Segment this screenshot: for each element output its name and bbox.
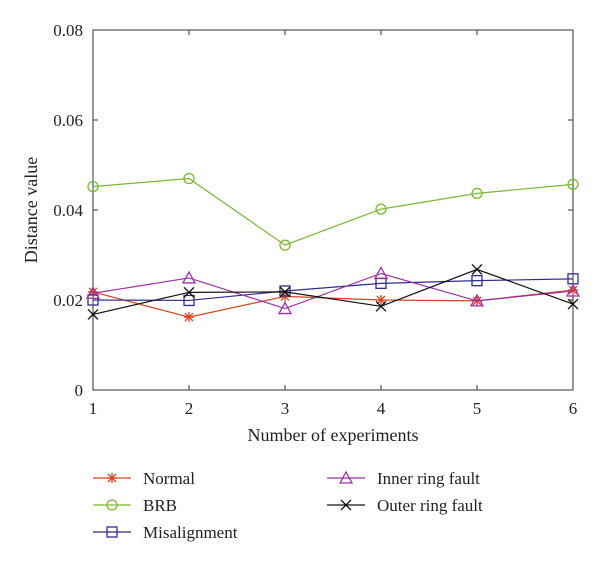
legend: Normal BRB Misalignment Inner ring fault Out… <box>93 469 483 542</box>
data-point <box>106 499 118 511</box>
data-point-stroke <box>183 286 195 298</box>
data-point-stroke <box>375 300 387 312</box>
data-point <box>471 187 483 200</box>
data-point <box>183 286 195 298</box>
y-tick-label: 0 <box>75 381 84 400</box>
data-point <box>277 301 293 315</box>
x-tick-label: 4 <box>377 399 386 418</box>
data-point <box>107 473 117 483</box>
axis-tick-labels: 1 2 3 4 5 6 0 0.02 0.04 0.06 0.08 <box>53 21 577 418</box>
data-point-stroke <box>567 298 579 310</box>
data-point <box>567 298 579 310</box>
series-brb <box>87 172 579 251</box>
data-point <box>471 263 483 275</box>
data-point-stroke <box>471 263 483 275</box>
data-point-stroke <box>340 499 352 511</box>
series-inner-ring-fault <box>85 266 581 315</box>
data-point <box>567 178 579 191</box>
data-point-stroke <box>376 295 386 305</box>
data-point-stroke <box>568 285 578 295</box>
data-point <box>183 172 195 185</box>
data-point <box>376 295 386 305</box>
data-point <box>375 203 387 215</box>
x-tick-label: 3 <box>281 399 290 418</box>
series-line <box>92 272 574 310</box>
data-point <box>340 499 352 511</box>
data-point <box>87 180 99 193</box>
data-point <box>279 285 291 297</box>
data-point <box>375 300 387 312</box>
data-point <box>279 286 291 298</box>
legend-item: Misalignment <box>93 523 238 542</box>
y-tick-label: 0.04 <box>53 201 83 220</box>
series-line <box>92 289 574 318</box>
y-axis-title: Distance value <box>21 157 41 263</box>
data-point <box>565 283 581 297</box>
data-point <box>85 285 101 299</box>
data-point <box>338 470 354 484</box>
legend-label: Normal <box>143 469 195 488</box>
legend-item: Inner ring fault <box>327 469 480 488</box>
series-layer <box>85 172 581 323</box>
data-point-stroke <box>184 312 194 322</box>
data-point <box>469 293 485 307</box>
y-tick-label: 0.06 <box>53 111 83 130</box>
legend-item: Outer ring fault <box>327 496 483 515</box>
data-point-stroke <box>87 308 99 320</box>
legend-label: BRB <box>143 496 177 515</box>
legend-label: Misalignment <box>143 523 238 542</box>
legend-item: BRB <box>93 496 177 515</box>
x-tick-label: 1 <box>89 399 98 418</box>
data-point <box>183 294 195 307</box>
series-outer-ring-fault <box>87 263 579 320</box>
legend-item: Normal <box>93 469 195 488</box>
series-line <box>92 177 574 246</box>
data-point <box>373 266 389 280</box>
legend-label: Inner ring fault <box>377 469 480 488</box>
data-point <box>184 312 194 323</box>
data-point <box>87 308 99 320</box>
x-tick-label: 6 <box>569 399 578 418</box>
legend-label: Outer ring fault <box>377 496 483 515</box>
data-point-stroke <box>279 286 291 298</box>
data-point <box>279 239 291 251</box>
data-point <box>87 294 99 306</box>
plot-area-frame <box>92 29 574 391</box>
series-misalignment <box>87 273 579 307</box>
data-point <box>106 526 118 538</box>
data-point <box>181 270 197 284</box>
data-point-stroke <box>107 473 117 483</box>
axis-ticks <box>92 29 574 391</box>
series-line <box>92 268 574 315</box>
x-tick-label: 5 <box>473 399 482 418</box>
y-tick-label: 0.08 <box>53 21 83 40</box>
data-point <box>471 274 483 287</box>
x-tick-label: 2 <box>185 399 194 418</box>
series-line <box>92 278 574 302</box>
x-axis-title: Number of experiments <box>248 425 419 445</box>
y-tick-label: 0.02 <box>53 291 83 310</box>
